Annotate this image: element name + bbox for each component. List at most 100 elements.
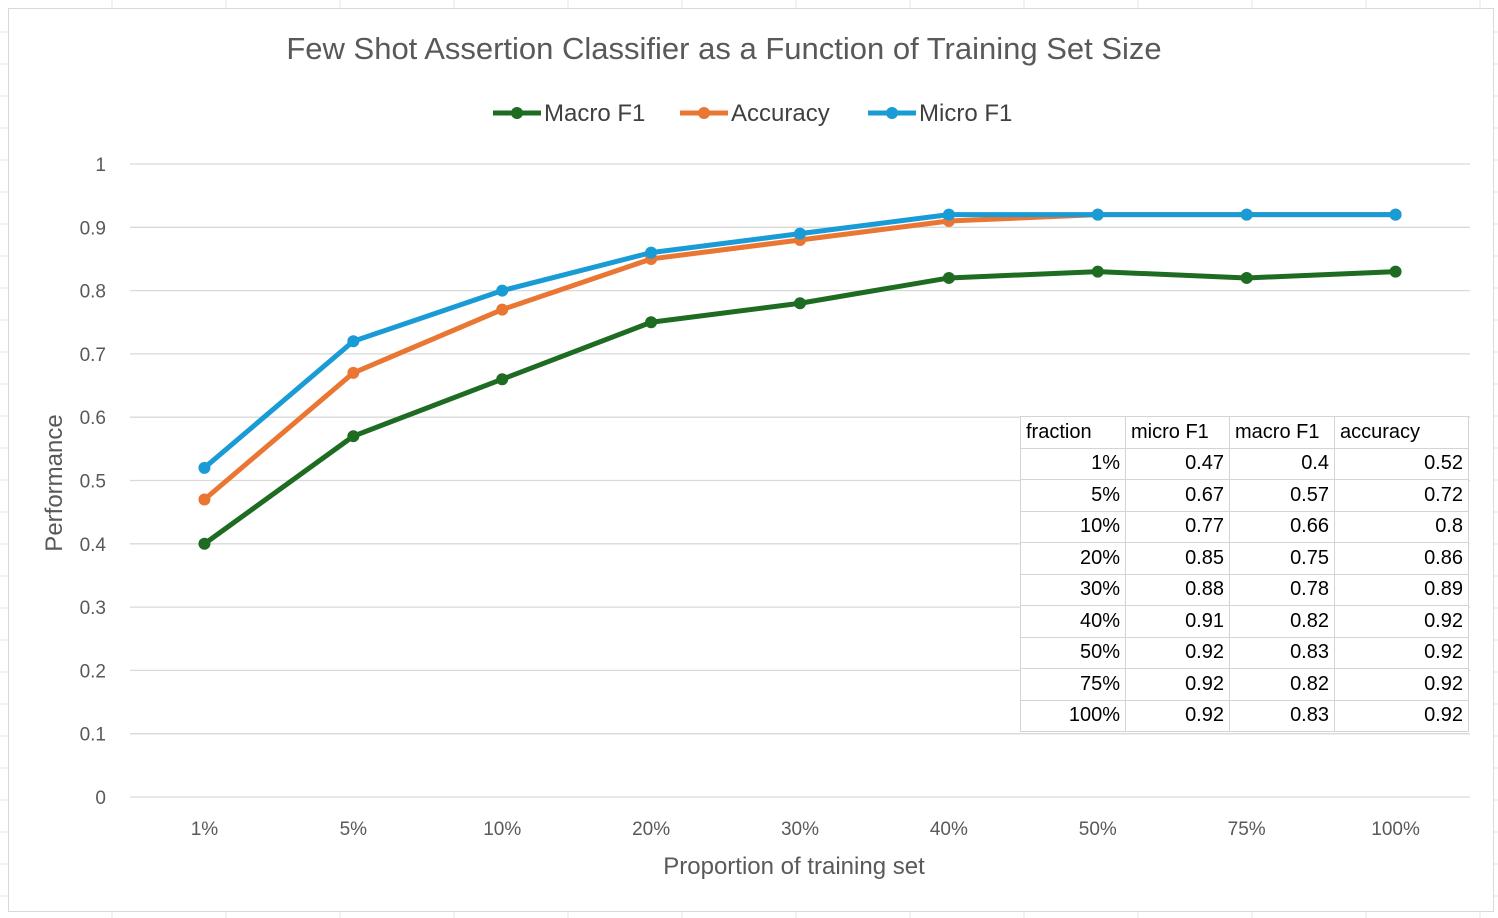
table-cell[interactable]: 0.52	[1334, 447, 1469, 480]
legend-item[interactable]: Accuracy	[680, 100, 830, 127]
table-cell[interactable]: 50%	[1020, 636, 1126, 669]
table-cell[interactable]: 20%	[1020, 542, 1126, 575]
x-tick-label: 50%	[1079, 819, 1117, 840]
table-cell[interactable]: 0.67	[1125, 479, 1230, 512]
x-tick-label: 75%	[1228, 819, 1266, 840]
table-cell[interactable]: 0.83	[1229, 636, 1335, 669]
table-cell[interactable]: 0.66	[1229, 510, 1335, 543]
data-point[interactable]	[496, 373, 509, 386]
x-tick-label: 40%	[930, 819, 968, 840]
y-tick-label: 0.7	[80, 345, 106, 366]
table-cell[interactable]: 75%	[1020, 668, 1126, 701]
y-tick-label: 0.2	[80, 661, 106, 682]
table-cell[interactable]: 0.72	[1334, 479, 1469, 512]
table-cell[interactable]: 0.89	[1334, 573, 1469, 606]
data-point[interactable]	[794, 297, 806, 310]
table-row: 50% 0.92 0.83 0.92	[1020, 636, 1469, 669]
x-tick-label: 5%	[340, 819, 368, 840]
data-point[interactable]	[347, 430, 360, 443]
data-point[interactable]	[942, 208, 955, 221]
table-cell[interactable]: 0.91	[1125, 605, 1230, 638]
table-cell[interactable]: 0.82	[1229, 668, 1335, 701]
data-point[interactable]	[198, 461, 211, 474]
table-cell[interactable]: 0.4	[1229, 447, 1335, 480]
table-body: 1% 0.47 0.4 0.52 5% 0.67 0.57 0.72 10% 0.77 0.66 0.…	[1020, 447, 1469, 732]
table-cell[interactable]: 0.88	[1125, 573, 1230, 606]
y-axis-title: Performance	[41, 414, 68, 551]
data-point[interactable]	[198, 493, 211, 506]
table-row: 5% 0.67 0.57 0.72	[1020, 479, 1469, 512]
table-cell[interactable]: 0.85	[1125, 542, 1230, 575]
data-point[interactable]	[496, 303, 509, 316]
table-cell[interactable]: 0.92	[1334, 668, 1469, 701]
table-cell[interactable]: 0.92	[1334, 636, 1469, 669]
x-axis-tick-labels: 1% 5% 10% 20% 30% 40% 50% 75% 100%	[191, 819, 1420, 840]
series-micro-f1[interactable]	[198, 208, 1402, 474]
data-point[interactable]	[645, 246, 658, 259]
legend-swatch-marker	[698, 107, 710, 119]
table-cell[interactable]: 0.92	[1125, 699, 1230, 732]
table-cell[interactable]: 0.92	[1334, 699, 1469, 732]
series-lines	[198, 208, 1402, 550]
x-tick-label: 30%	[781, 819, 819, 840]
table-cell[interactable]: 0.77	[1125, 510, 1230, 543]
data-point[interactable]	[198, 537, 211, 550]
data-point[interactable]	[942, 271, 955, 284]
table-cell[interactable]: 0.8	[1334, 510, 1469, 543]
x-tick-label: 1%	[191, 819, 219, 840]
y-tick-label: 0.8	[80, 282, 106, 303]
table-row: 20% 0.85 0.75 0.86	[1020, 542, 1469, 575]
table-row: 75% 0.92 0.82 0.92	[1020, 668, 1469, 701]
y-axis-tick-labels: 0 0.1 0.2 0.3 0.4 0.5 0.6 0.7 0.8 0.9 1	[80, 155, 107, 809]
table-row: 40% 0.91 0.82 0.92	[1020, 605, 1469, 638]
data-point[interactable]	[794, 227, 806, 240]
table-header-cell[interactable]: accuracy	[1334, 416, 1469, 449]
x-tick-label: 100%	[1371, 819, 1420, 840]
table-cell[interactable]: 0.92	[1334, 605, 1469, 638]
table-cell[interactable]: 0.92	[1125, 636, 1230, 669]
data-point[interactable]	[1389, 208, 1402, 221]
table-cell[interactable]: 0.92	[1125, 668, 1230, 701]
y-tick-label: 0.4	[80, 535, 107, 556]
data-point[interactable]	[645, 316, 658, 329]
table-cell[interactable]: 10%	[1020, 510, 1126, 543]
table-cell[interactable]: 0.57	[1229, 479, 1335, 512]
data-point[interactable]	[1091, 265, 1104, 278]
data-point[interactable]	[1091, 208, 1104, 221]
x-tick-label: 20%	[632, 819, 670, 840]
table-cell[interactable]: 0.47	[1125, 447, 1230, 480]
data-point[interactable]	[1389, 265, 1402, 278]
table-header-cell[interactable]: macro F1	[1229, 416, 1335, 449]
table-cell[interactable]: 0.82	[1229, 605, 1335, 638]
x-tick-label: 10%	[483, 819, 521, 840]
y-tick-label: 0.3	[80, 598, 106, 619]
data-point[interactable]	[1240, 208, 1253, 221]
table-cell[interactable]: 0.86	[1334, 542, 1469, 575]
table-cell[interactable]: 40%	[1020, 605, 1126, 638]
y-tick-label: 1	[95, 155, 106, 176]
legend-item[interactable]: Macro F1	[493, 100, 645, 127]
legend-label: Accuracy	[731, 100, 830, 127]
x-axis-title: Proportion of training set	[663, 853, 925, 880]
data-point[interactable]	[1240, 271, 1253, 284]
data-point[interactable]	[347, 366, 360, 379]
series-macro-f1[interactable]	[198, 265, 1402, 550]
table-cell[interactable]: 30%	[1020, 573, 1126, 606]
legend-item[interactable]: Micro F1	[868, 100, 1012, 127]
table-cell[interactable]: 0.83	[1229, 699, 1335, 732]
y-tick-label: 0.5	[80, 472, 106, 493]
data-point[interactable]	[347, 335, 360, 348]
table-cell[interactable]: 1%	[1020, 447, 1126, 480]
legend: Macro F1 Accuracy Micro F1	[493, 100, 1012, 127]
table-header-cell[interactable]: micro F1	[1125, 416, 1230, 449]
chart-title: Few Shot Assertion Classifier as a Funct…	[286, 31, 1161, 66]
table-header-cell[interactable]: fraction	[1020, 416, 1126, 449]
data-point[interactable]	[496, 284, 509, 297]
legend-swatch-marker	[886, 107, 898, 119]
y-tick-label: 0	[95, 788, 106, 809]
table-cell[interactable]: 0.75	[1229, 542, 1335, 575]
table-cell[interactable]: 5%	[1020, 479, 1126, 512]
table-cell[interactable]: 0.78	[1229, 573, 1335, 606]
table-cell[interactable]: 100%	[1020, 699, 1126, 732]
